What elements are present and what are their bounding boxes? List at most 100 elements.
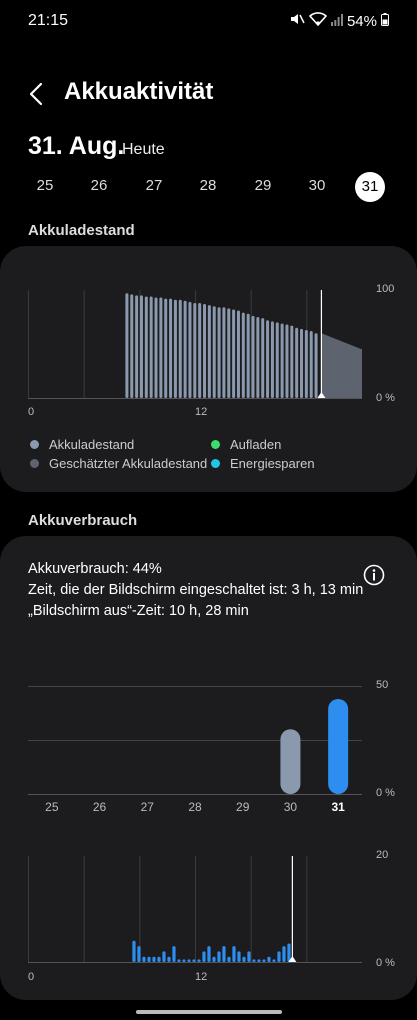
day-27[interactable]: 27 (145, 177, 163, 194)
level-x-label-12: 12 (195, 406, 208, 418)
battery-level-bar (290, 325, 294, 398)
legend-item-saving: Energiesparen (211, 456, 315, 471)
battery-level-bar (280, 323, 284, 398)
usage-total: Akkuverbrauch: 44% (28, 561, 162, 577)
battery-level-bar (232, 309, 236, 398)
day-31-selected[interactable]: 31 (355, 172, 385, 202)
hourly-usage-bar (257, 959, 261, 962)
daily-x-label: 30 (283, 800, 298, 814)
battery-level-bar (178, 299, 182, 398)
hourly-usage-bar (267, 956, 271, 962)
battery-level-bar (222, 307, 226, 398)
hourly-usage-bar (187, 959, 191, 962)
hourly-usage-bar (197, 959, 201, 962)
battery-level-bar (188, 301, 192, 398)
hourly-usage-bar (192, 959, 196, 962)
legend-dot-icon (30, 440, 39, 449)
daily-x-label: 29 (236, 800, 250, 814)
hourly-usage-bar (237, 951, 241, 962)
battery-level-bar (154, 297, 158, 398)
battery-level-bar (217, 307, 221, 398)
legend-item-estimated: Geschätzter Akkuladestand (30, 456, 207, 471)
hourly-usage-bar (217, 951, 221, 962)
battery-level-section-title: Akkuladestand (28, 222, 135, 239)
hourly-usage-bar (157, 956, 161, 962)
daily-y-min-label: 0 % (376, 787, 395, 799)
legend-item-charging: Aufladen (211, 437, 281, 452)
hourly-usage-bar (142, 956, 146, 962)
legend-label: Aufladen (230, 437, 282, 452)
battery-level-card: 100 0 % 0 12 Akkuladestand Geschätzter A… (0, 246, 417, 492)
hourly-usage-bar (232, 946, 236, 962)
app-header: Akkuaktivität (0, 72, 417, 116)
battery-level-bar (270, 321, 274, 398)
day-30[interactable]: 30 (308, 177, 326, 194)
legend-dot-icon (211, 459, 220, 468)
hourly-usage-bar (227, 956, 231, 962)
battery-level-bar (212, 306, 216, 398)
hourly-usage-bar (172, 946, 176, 962)
status-bar: 21:15 54% (0, 0, 417, 44)
daily-usage-chart[interactable] (0, 536, 417, 826)
level-x-label-0: 0 (28, 406, 35, 418)
hourly-usage-bar (247, 951, 251, 962)
battery-level-bar (149, 296, 153, 398)
battery-level-bar (130, 294, 134, 398)
day-26[interactable]: 26 (90, 177, 108, 194)
battery-level-bar (135, 295, 139, 398)
now-marker-icon (317, 392, 326, 398)
battery-level-bar (275, 322, 279, 398)
mute-icon (289, 12, 305, 30)
hourly-y-min-label: 0 % (376, 957, 395, 969)
battery-level-bar (266, 320, 270, 398)
hourly-usage-bar (272, 959, 276, 962)
hourly-usage-bar (177, 959, 181, 962)
battery-level-bar (125, 293, 129, 398)
hourly-usage-bar (207, 946, 211, 962)
estimated-level-area (321, 333, 362, 398)
now-marker-icon (288, 956, 297, 962)
daily-usage-bar (280, 729, 301, 794)
status-time: 21:15 (28, 12, 69, 29)
hourly-usage-bar (132, 940, 136, 962)
battery-level-bar (261, 318, 265, 398)
hourly-usage-bar (222, 946, 226, 962)
back-button[interactable] (22, 76, 54, 112)
battery-level-bar (285, 324, 289, 398)
battery-level-bar (193, 302, 197, 398)
hourly-usage-bar (277, 951, 281, 962)
hourly-usage-bar (162, 951, 166, 962)
day-25[interactable]: 25 (36, 177, 54, 194)
hourly-usage-chart[interactable] (0, 836, 417, 1000)
hourly-y-max-label: 20 (376, 849, 389, 861)
wifi-icon (308, 12, 328, 30)
level-y-max-label: 100 (376, 283, 395, 295)
daily-y-max-label: 50 (376, 679, 389, 691)
battery-level-bar (309, 331, 313, 398)
battery-level-bar (207, 305, 211, 398)
battery-level-bar (144, 296, 148, 398)
info-button[interactable] (363, 564, 385, 591)
battery-level-bar (203, 304, 207, 398)
day-28[interactable]: 28 (199, 177, 217, 194)
level-y-min-label: 0 % (376, 392, 395, 404)
battery-icon (381, 12, 389, 30)
hourly-usage-bar (137, 946, 141, 962)
day-29[interactable]: 29 (254, 177, 272, 194)
hourly-usage-bar (282, 946, 286, 962)
hourly-usage-bar (152, 956, 156, 962)
status-icons: 54% (289, 12, 389, 30)
hourly-usage-bar (167, 956, 171, 962)
hourly-usage-bar (212, 956, 216, 962)
daily-x-label: 26 (92, 800, 107, 814)
home-indicator (136, 1010, 282, 1014)
battery-level-chart[interactable] (0, 246, 417, 492)
selected-date: 31. Aug. (28, 132, 125, 160)
hourly-usage-bar (262, 959, 266, 962)
chevron-left-icon (29, 82, 43, 106)
battery-level-bar (183, 300, 187, 398)
info-icon (363, 564, 385, 586)
legend-dot-icon (211, 440, 220, 449)
battery-level-bar (251, 315, 255, 398)
battery-level-bar (173, 299, 177, 398)
